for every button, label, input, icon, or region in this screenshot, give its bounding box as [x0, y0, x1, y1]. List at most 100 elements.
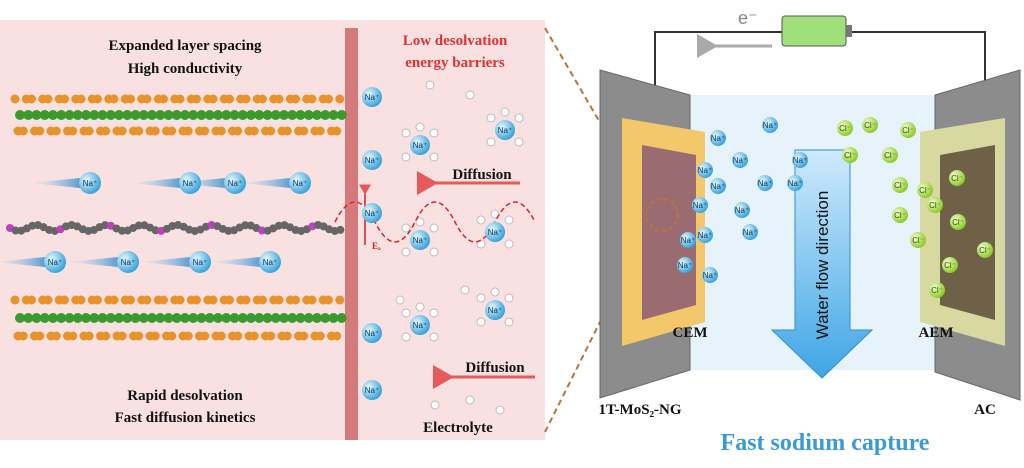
- label: High conductivity: [128, 61, 243, 77]
- atom: [56, 110, 67, 120]
- ion-label: Na⁺: [413, 141, 427, 150]
- atom: [147, 313, 157, 323]
- label: Eₐ: [372, 241, 381, 251]
- atom: [114, 313, 124, 323]
- water: [514, 137, 524, 147]
- atom: [76, 94, 86, 104]
- atom: [216, 126, 226, 136]
- label: Diffusion: [452, 167, 512, 183]
- water: [476, 215, 486, 225]
- atom: [10, 295, 20, 305]
- atom: [180, 110, 190, 120]
- atom: [81, 313, 91, 323]
- atom: [200, 331, 210, 341]
- na-ion: [680, 232, 696, 248]
- ion-label: Cl⁻: [884, 151, 896, 160]
- atom: [23, 110, 34, 120]
- atom: [15, 313, 25, 323]
- atom: [60, 295, 69, 305]
- ion-label: Na⁺: [788, 179, 802, 188]
- atom: [31, 313, 42, 323]
- atom: [274, 295, 284, 305]
- ion-label: Na⁺: [365, 156, 379, 165]
- atom: [51, 126, 61, 136]
- atom: [208, 94, 218, 104]
- atom: [336, 110, 347, 120]
- label: energy barriers: [405, 55, 505, 71]
- atom: [225, 94, 234, 104]
- atom: [130, 313, 141, 323]
- electrode-material: [642, 145, 696, 320]
- carbon: [336, 225, 345, 234]
- water: [465, 395, 475, 405]
- atom: [266, 126, 276, 136]
- atom: [81, 110, 91, 120]
- atom: [109, 295, 119, 305]
- atom: [221, 110, 232, 120]
- atom: [31, 110, 42, 120]
- atom: [15, 110, 25, 120]
- atom: [229, 313, 240, 323]
- caption: Fast sodium capture: [721, 430, 930, 456]
- ion-label: Na⁺: [733, 156, 747, 165]
- atom: [35, 331, 45, 341]
- cl-ion: [917, 182, 933, 198]
- na-ion: [189, 251, 211, 273]
- ion-label: Na⁺: [711, 182, 725, 191]
- na-ion: [289, 172, 311, 194]
- cl-ion: [977, 242, 993, 258]
- label: 1T-MoS₂-NG: [598, 402, 681, 418]
- na-ion: [362, 87, 382, 107]
- water: [490, 287, 500, 297]
- water: [415, 217, 425, 227]
- atom: [126, 295, 135, 305]
- atom: [105, 313, 116, 323]
- water: [504, 239, 514, 249]
- atom: [150, 331, 160, 341]
- atom: [72, 110, 83, 120]
- carbon: [134, 221, 143, 230]
- water: [425, 80, 435, 90]
- atom: [43, 295, 53, 305]
- label: AEM: [919, 325, 954, 341]
- atom: [299, 331, 309, 341]
- water: [401, 223, 411, 233]
- atom: [114, 110, 124, 120]
- na-ion: [44, 251, 66, 273]
- water: [500, 107, 510, 117]
- ion-label: Na⁺: [83, 179, 97, 188]
- na-ion: [485, 300, 505, 320]
- water: [429, 247, 439, 257]
- atom: [68, 126, 78, 136]
- atom: [336, 313, 347, 323]
- atom: [303, 313, 314, 323]
- ion-label: Cl⁻: [902, 126, 914, 135]
- ion-label: Na⁺: [413, 236, 427, 245]
- water: [415, 122, 425, 132]
- water: [486, 113, 496, 123]
- atom: [258, 295, 267, 305]
- atom: [262, 313, 273, 323]
- atom: [213, 313, 223, 323]
- atom: [221, 313, 232, 323]
- atom: [315, 331, 325, 341]
- ion-label: Cl⁻: [919, 186, 931, 195]
- atom: [27, 94, 36, 104]
- atom: [84, 126, 94, 136]
- atom: [171, 313, 182, 323]
- ion-trail: [140, 256, 200, 268]
- label: Fast diffusion kinetics: [115, 410, 256, 426]
- atom: [299, 126, 309, 136]
- ion-label: Na⁺: [763, 121, 777, 130]
- water: [465, 90, 475, 100]
- atom: [183, 331, 193, 341]
- na-ion: [410, 315, 430, 335]
- na-ion: [410, 135, 430, 155]
- atom: [262, 110, 273, 120]
- atom: [122, 313, 133, 323]
- atom: [159, 295, 168, 305]
- atom: [295, 313, 306, 323]
- ion-label: Cl⁻: [894, 211, 906, 220]
- water: [401, 308, 411, 318]
- ion-label: Na⁺: [681, 236, 695, 245]
